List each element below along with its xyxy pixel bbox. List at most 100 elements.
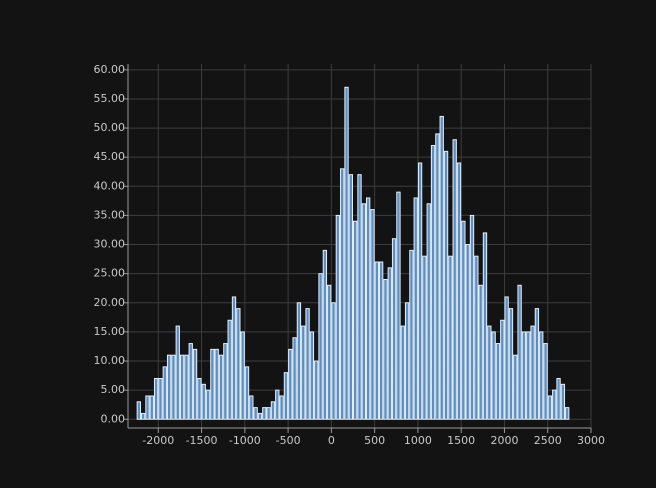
histogram-bar bbox=[188, 343, 193, 420]
histogram-bar bbox=[296, 302, 302, 420]
histogram-bar bbox=[236, 308, 241, 420]
histogram-bar bbox=[140, 412, 146, 420]
histogram-bar bbox=[465, 244, 470, 420]
histogram-bar bbox=[279, 395, 284, 420]
histogram-bar bbox=[487, 325, 492, 420]
x-tick-label: 2500 bbox=[534, 434, 562, 447]
histogram-bar bbox=[430, 145, 436, 420]
histogram-bar bbox=[469, 214, 475, 420]
y-tick-label: 25.00 bbox=[94, 267, 126, 280]
histogram-bar bbox=[552, 389, 557, 420]
histogram-bar bbox=[192, 348, 198, 420]
histogram-bar bbox=[145, 395, 150, 420]
histogram-bar bbox=[218, 354, 224, 420]
x-tick-label: 500 bbox=[364, 434, 385, 447]
y-tick-label: 40.00 bbox=[94, 179, 126, 192]
histogram-bar bbox=[353, 220, 358, 420]
histogram-bar bbox=[409, 249, 414, 420]
histogram-bar bbox=[171, 354, 176, 420]
histogram-bar bbox=[400, 325, 405, 420]
histogram-bar bbox=[417, 162, 423, 420]
histogram-bar bbox=[504, 296, 509, 420]
histogram-bar bbox=[426, 203, 431, 420]
histogram-bar bbox=[534, 308, 540, 420]
histogram-bar bbox=[539, 331, 544, 420]
histogram-bar bbox=[560, 383, 566, 420]
histogram-bar bbox=[197, 377, 202, 420]
histogram-bar bbox=[378, 261, 384, 420]
x-tick-label: -1000 bbox=[229, 434, 261, 447]
histogram-bar bbox=[357, 174, 362, 420]
histogram-bar bbox=[223, 343, 228, 420]
histogram-bar bbox=[322, 249, 328, 420]
histogram-bar bbox=[387, 267, 392, 420]
histogram-bar bbox=[365, 197, 371, 420]
histogram-bar bbox=[547, 395, 553, 420]
histogram-bar bbox=[413, 197, 418, 420]
histogram-bar bbox=[166, 354, 172, 420]
histogram-bar bbox=[205, 389, 211, 420]
histogram-bar bbox=[158, 377, 163, 420]
y-tick-label: 60.00 bbox=[94, 63, 126, 76]
histogram-bar bbox=[179, 354, 185, 420]
histogram-bar bbox=[556, 377, 561, 420]
histogram-bar bbox=[231, 296, 237, 420]
histogram-bar bbox=[530, 325, 535, 420]
histogram-bar bbox=[361, 203, 366, 420]
histogram-bar bbox=[482, 232, 488, 420]
histogram-bar bbox=[383, 278, 388, 420]
x-tick-label: 3000 bbox=[577, 434, 605, 447]
x-axis-ticks: -2000 -1500 -1000 -500 0 500 1000 1500 2000 2500 3… bbox=[142, 428, 605, 447]
histogram-bar bbox=[478, 284, 483, 420]
histogram-bar bbox=[162, 366, 167, 420]
histogram-bar bbox=[404, 302, 410, 420]
histogram-bar bbox=[288, 348, 293, 420]
histogram-bar bbox=[340, 168, 345, 420]
histogram-bar bbox=[240, 331, 245, 420]
histogram-bar bbox=[500, 319, 505, 420]
histogram-bar bbox=[175, 325, 180, 420]
histogram-bar bbox=[396, 191, 401, 420]
histogram-bar bbox=[210, 348, 215, 420]
histogram-bar bbox=[149, 395, 154, 420]
y-tick-label: 0.00 bbox=[101, 412, 126, 425]
histogram-bar bbox=[253, 407, 258, 420]
histogram-bar bbox=[422, 255, 427, 420]
histogram-bar bbox=[456, 162, 462, 420]
histogram-bar bbox=[136, 401, 141, 420]
histogram-bar bbox=[305, 308, 310, 420]
x-tick-label: -500 bbox=[276, 434, 301, 447]
x-tick-label: 0 bbox=[328, 434, 335, 447]
histogram-bar bbox=[526, 331, 531, 420]
y-tick-label: 20.00 bbox=[94, 296, 126, 309]
histogram-bar bbox=[461, 220, 466, 420]
histogram-bar bbox=[309, 331, 315, 420]
histogram-bar bbox=[283, 372, 289, 420]
histogram-bar bbox=[270, 401, 276, 420]
axes bbox=[127, 64, 591, 429]
histogram-bar bbox=[491, 331, 496, 420]
histogram-bar bbox=[257, 412, 263, 420]
histogram-bar bbox=[521, 331, 527, 420]
histogram-bar bbox=[275, 389, 280, 420]
x-tick-label: 1500 bbox=[447, 434, 475, 447]
x-tick-label: 1000 bbox=[404, 434, 432, 447]
histogram-bar bbox=[374, 261, 379, 420]
histogram-bar bbox=[543, 343, 548, 420]
histogram-bar bbox=[214, 348, 219, 420]
y-tick-label: 10.00 bbox=[94, 354, 126, 367]
histogram-bar bbox=[517, 284, 522, 420]
histogram-bar bbox=[435, 133, 440, 420]
y-tick-label: 15.00 bbox=[94, 325, 126, 338]
histogram-bar bbox=[439, 115, 444, 420]
histogram-bar bbox=[344, 86, 349, 420]
histogram-bar bbox=[513, 354, 518, 420]
histogram-bar bbox=[292, 337, 297, 420]
y-tick-label: 50.00 bbox=[94, 121, 126, 134]
x-tick-label: 2000 bbox=[490, 434, 518, 447]
histogram-bar bbox=[391, 238, 397, 420]
histogram-bar bbox=[348, 174, 354, 420]
histogram-bar bbox=[153, 377, 159, 420]
y-tick-label: 35.00 bbox=[94, 208, 126, 221]
